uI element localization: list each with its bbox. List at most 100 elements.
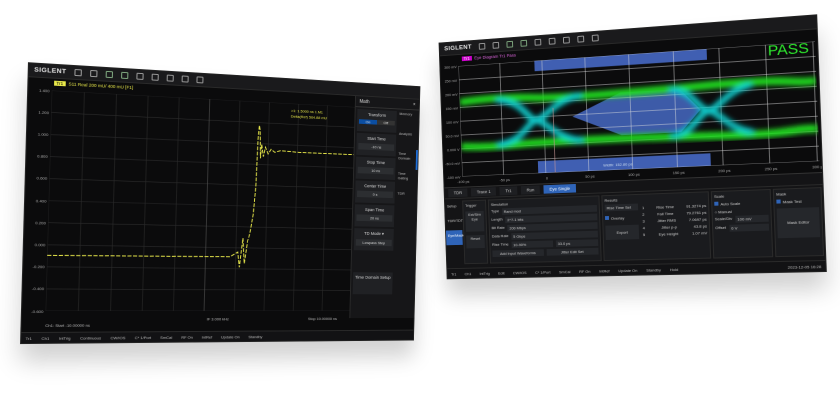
mask-test-checkbox[interactable]: Mask Test	[776, 198, 819, 204]
time-domain-setup-button[interactable]: Time Domain Setup	[352, 272, 393, 295]
marker-icon[interactable]	[534, 38, 542, 46]
side-tab[interactable]: Eye/Mask	[445, 230, 464, 246]
ext-sim-eye-button[interactable]: Ext/Sim Eye	[465, 210, 485, 232]
y-tick-label: 150 mV	[445, 105, 459, 111]
tab-tdr[interactable]: TDR	[397, 190, 405, 196]
screenshot-icon[interactable]	[592, 34, 600, 42]
manual-radio[interactable]: ○ Manual	[714, 209, 732, 215]
tab-memory[interactable]: Memory	[399, 111, 413, 117]
status-item[interactable]: Ch1	[41, 335, 50, 341]
status-item[interactable]: C* 1/Port	[535, 269, 551, 275]
y-tick-label: -0.200	[32, 264, 45, 270]
tab-run[interactable]: Run	[520, 185, 541, 195]
redo-icon[interactable]	[90, 69, 98, 78]
tab-analysis[interactable]: Analysis	[398, 131, 413, 137]
y-tick-label: 50.0 mV	[445, 132, 460, 139]
status-item[interactable]: RF On	[181, 334, 193, 340]
y-tick-label: 100 mV	[445, 119, 459, 125]
delete-icon[interactable]	[548, 37, 556, 45]
mask-editor-button[interactable]: Mask Editor	[776, 207, 821, 239]
status-item[interactable]: Ch1	[464, 270, 472, 276]
delete-icon[interactable]	[151, 73, 160, 81]
screenshot-icon[interactable]	[196, 76, 204, 84]
transform-on[interactable]: On	[358, 119, 377, 125]
save-icon[interactable]	[563, 36, 571, 44]
trace-format: S11 Real 200 mU/ 400 mU [F1]	[68, 81, 134, 91]
tab-trace-1[interactable]: Trace 1	[471, 187, 497, 197]
y-tick-label: 0.600	[36, 175, 48, 182]
status-item[interactable]: RF On	[579, 268, 591, 274]
status-item[interactable]: Edit	[498, 270, 505, 276]
td-mode-select[interactable]: TD Mode ▾ Lowpass Step	[353, 228, 394, 251]
x-tick-label: 300 ps	[812, 163, 826, 170]
status-item[interactable]: Update On	[220, 334, 240, 339]
tab-tdr[interactable]: TDR	[448, 188, 468, 198]
tab-eye-single[interactable]: Eye Single	[543, 183, 576, 194]
auto-scale-radio[interactable]: Auto Scale	[714, 200, 768, 207]
status-item[interactable]: C* 1/Port	[134, 334, 152, 340]
sim-button[interactable]: Add Input Waveforms	[492, 249, 544, 258]
stop-time-field[interactable]: Stop Time 10 ns	[355, 156, 396, 180]
reset-button[interactable]: Reset	[466, 234, 485, 249]
status-item[interactable]: IntRef	[599, 268, 610, 274]
y-tick-label: 250 mV	[444, 77, 458, 84]
tab-tr1[interactable]: Tr1	[499, 186, 518, 196]
undo-icon[interactable]	[478, 42, 486, 50]
autoscale-icon[interactable]	[105, 70, 114, 79]
sim-button[interactable]: Jitter Edit Set	[546, 247, 599, 256]
redo-icon[interactable]	[492, 41, 500, 49]
status-item[interactable]: SmCal	[558, 268, 571, 274]
y-tick-label: 1.200	[38, 109, 50, 115]
side-tab[interactable]: Setup	[446, 203, 457, 209]
siglent-logo: SIGLENT	[34, 66, 67, 76]
center-time-field[interactable]: Center Time 0 s	[355, 180, 396, 204]
autoscale-icon[interactable]	[506, 40, 514, 48]
status-item[interactable]: SmCal	[160, 334, 173, 340]
status-item[interactable]: Hold	[669, 266, 679, 272]
transform-toggle[interactable]: Transform On Off	[356, 108, 397, 133]
status-item[interactable]: IntTrig	[479, 270, 490, 276]
eye-diagram-screen: SIGLENT Tr1 Eye Diagram Tr1 Pass 300 mV 2…	[438, 14, 827, 280]
trace-icon[interactable]	[121, 71, 129, 80]
x-tick-label: 50 ps	[585, 173, 595, 179]
undo-icon[interactable]	[74, 69, 83, 77]
y-tick-label: -0.400	[31, 286, 45, 292]
status-item[interactable]: CW/IOS	[512, 269, 527, 275]
marker-icon[interactable]	[136, 72, 144, 80]
results-select[interactable]: Rise Time Set	[604, 203, 639, 212]
status-item[interactable]: Standby	[248, 333, 263, 339]
recall-icon[interactable]	[181, 75, 189, 83]
save-icon[interactable]	[166, 74, 175, 82]
y-tick-label: -0.600	[31, 308, 44, 314]
status-item[interactable]: Continuous	[80, 335, 102, 341]
export-button[interactable]: Export	[605, 224, 640, 240]
overlay-checkbox[interactable]: Overlay	[604, 215, 638, 221]
stop-label: Stop 10.00000 ns	[307, 316, 337, 322]
offset-input[interactable]: 0 V	[729, 223, 770, 232]
trace-icon[interactable]	[520, 39, 528, 47]
tab-time-domain[interactable]: Time Domain	[396, 149, 418, 170]
status-item[interactable]: Standby	[646, 266, 661, 273]
scale-div-input[interactable]: 100 mV	[735, 214, 769, 223]
status-bar: Tr1 Ch1 IntTrig Continuous CW/IOS C* 1/Port Sm…	[21, 329, 414, 344]
side-tab[interactable]: TDR/TDT	[447, 218, 464, 224]
grid-line	[47, 267, 352, 270]
start-time-field[interactable]: Start Time -10 ns	[356, 132, 397, 157]
status-item[interactable]: Update On	[618, 267, 638, 273]
sim-input[interactable]: 33.0 ps	[555, 239, 599, 248]
sim-input[interactable]: 10-90%	[511, 240, 554, 249]
status-item[interactable]: CW/IOS	[110, 334, 126, 340]
sim-input[interactable]: 5 Gbps	[511, 230, 598, 240]
close-icon[interactable]: ×	[412, 101, 416, 108]
marker-readout: >1: 1.5000 ns 1.M1 Delta(Ref) 564.88 mU	[290, 108, 328, 121]
transform-off[interactable]: Off	[376, 120, 395, 126]
status-item[interactable]: IntRef	[201, 334, 213, 340]
status-item[interactable]: IntTrig	[58, 335, 71, 341]
status-item[interactable]: Tr1	[25, 335, 32, 341]
recall-icon[interactable]	[577, 35, 585, 43]
span-time-field[interactable]: Span Time 20 ns	[354, 204, 395, 228]
side-tabs: Setup TDR/TDT Eye/Mask	[445, 201, 464, 246]
x-tick-label: -50 ps	[499, 177, 510, 183]
status-item[interactable]: Tr1	[450, 271, 457, 276]
tab-time-gating[interactable]: Time Gating	[397, 171, 409, 181]
